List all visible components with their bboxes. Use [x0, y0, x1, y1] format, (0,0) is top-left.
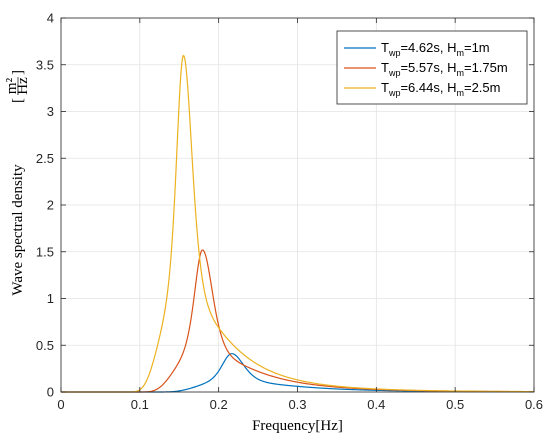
legend-entry: Twp=4.62s, Hm=1m	[381, 40, 490, 58]
legend-text-part: =2.5m	[464, 80, 501, 95]
unit-bracket-close: ]	[10, 70, 26, 75]
legend-text-part: =6.44s, H	[400, 80, 456, 95]
y-tick-label: 2	[47, 198, 54, 213]
legend-subscript: wp	[388, 48, 401, 58]
x-tick-label: 0.6	[525, 397, 543, 412]
y-tick-label: 0	[47, 385, 54, 400]
legend-subscript: wp	[388, 88, 401, 98]
y-tick-label: 1	[47, 291, 54, 306]
x-axis-ticks: 0 0.1 0.2 0.3 0.4 0.5 0.6	[57, 18, 543, 412]
unit-numerator: m²	[4, 77, 20, 94]
y-tick-label: 3	[47, 104, 54, 119]
legend-subscript: m	[456, 88, 464, 98]
legend-text-part: =5.57s, H	[400, 60, 456, 75]
legend-entry: Twp=5.57s, Hm=1.75m	[381, 60, 508, 78]
legend-text-part: T	[381, 80, 389, 95]
legend-text-part: =1.75m	[464, 60, 508, 75]
legend-subscript: m	[456, 68, 464, 78]
legend-subscript: m	[456, 48, 464, 58]
x-tick-label: 0.4	[367, 397, 385, 412]
y-tick-label: 2.5	[36, 151, 54, 166]
legend-text-part: =4.62s, H	[400, 40, 456, 55]
x-tick-label: 0.1	[131, 397, 149, 412]
y-tick-label: 1.5	[36, 244, 54, 259]
unit-bracket-open: [	[10, 98, 26, 103]
unit-denominator: Hz	[15, 77, 31, 95]
legend-text-part: T	[381, 60, 389, 75]
legend-text-part: =1m	[464, 40, 490, 55]
y-axis-ticks: 0 0.5 1 1.5 2 2.5 3 3.5 4	[36, 11, 534, 400]
x-tick-label: 0.2	[210, 397, 228, 412]
y-tick-label: 0.5	[36, 338, 54, 353]
x-tick-label: 0.3	[288, 397, 306, 412]
legend-entry: Twp=6.44s, Hm=2.5m	[381, 80, 500, 98]
legend-subscript: wp	[388, 68, 401, 78]
y-tick-label: 4	[47, 11, 54, 26]
y-tick-label: 3.5	[36, 57, 54, 72]
x-tick-label: 0.5	[446, 397, 464, 412]
x-tick-label: 0	[57, 397, 64, 412]
y-axis-label: Wave spectral density	[10, 164, 26, 296]
legend-text-part: T	[381, 40, 389, 55]
x-axis-label: Frequency[Hz]	[252, 418, 343, 434]
